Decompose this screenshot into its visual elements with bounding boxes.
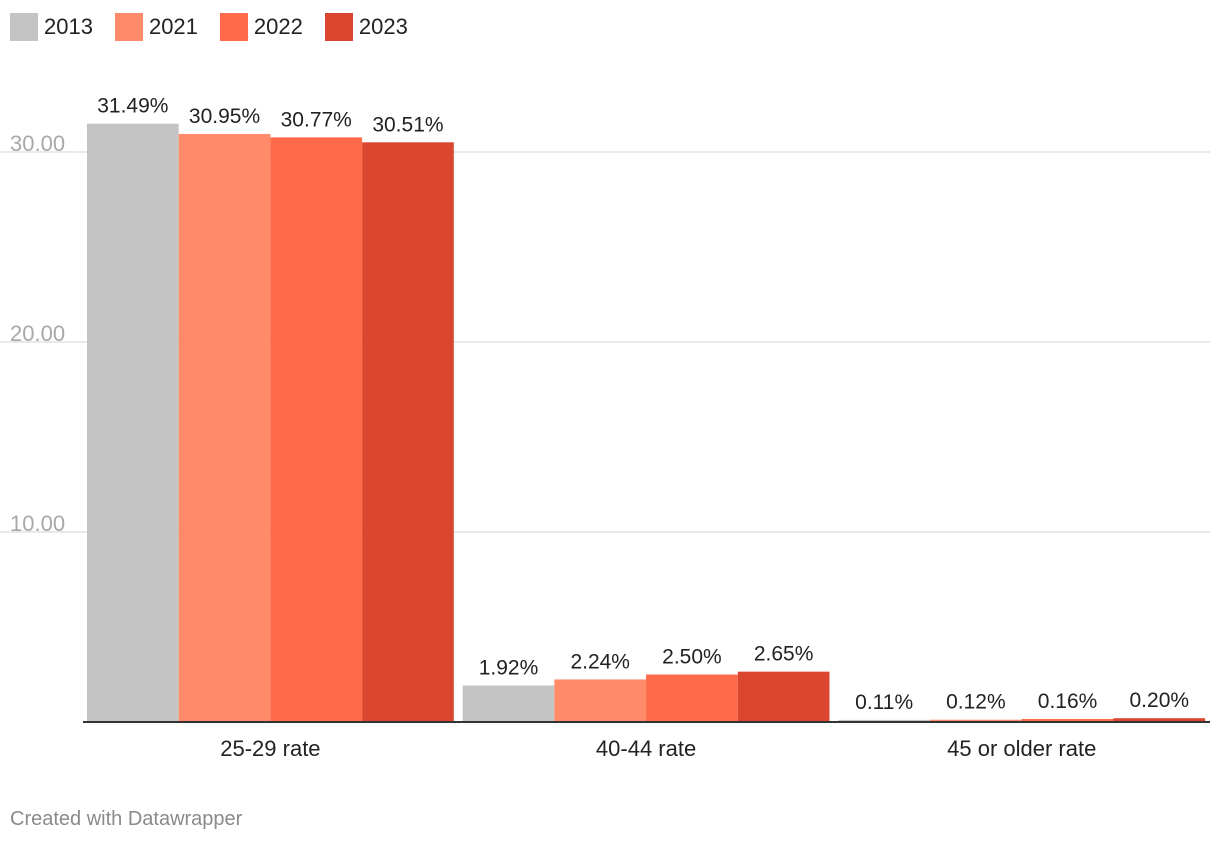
legend-swatch [324, 13, 353, 41]
legend-label: 2023 [358, 14, 408, 39]
credit-text: Created with Datawrapper [10, 808, 243, 830]
y-tick-label: 10.00 [10, 511, 65, 536]
bar-2023 [362, 142, 454, 722]
x-category-label: 40-44 rate [596, 736, 696, 761]
data-label: 2.50% [662, 646, 722, 669]
legend-item-2023: 2023 [324, 13, 408, 41]
data-label: 30.77% [281, 108, 352, 131]
x-category-label: 45 or older rate [947, 736, 1096, 761]
legend: 2013 2021 2022 2023 [10, 13, 408, 41]
bar-2021 [178, 133, 271, 722]
data-label: 1.92% [479, 657, 539, 680]
data-label: 0.16% [1038, 690, 1098, 713]
y-tick-label: 20.00 [10, 321, 65, 346]
legend-label: 2013 [44, 14, 93, 39]
y-tick-label: 30.00 [10, 131, 65, 156]
legend-swatch [10, 13, 38, 41]
data-label: 0.12% [946, 691, 1006, 714]
data-label: 30.51% [372, 113, 443, 136]
bar-2022 [1021, 718, 1114, 722]
legend-swatch [114, 13, 143, 41]
data-label: 31.49% [97, 95, 168, 118]
bar-2021 [930, 719, 1022, 722]
data-label: 30.95% [189, 105, 260, 128]
data-label: 0.11% [855, 691, 913, 714]
bar-2022 [646, 674, 738, 722]
data-label: 0.20% [1130, 689, 1190, 712]
bar-2013 [87, 123, 179, 722]
legend-item-2022: 2022 [219, 13, 303, 41]
legend-label: 2021 [148, 14, 198, 39]
bar-2022 [270, 137, 363, 722]
data-label: 2.24% [570, 650, 630, 673]
legend-swatch [219, 13, 248, 41]
bar-2023 [1113, 718, 1206, 722]
data-label: 2.65% [754, 643, 814, 666]
legend-item-2013: 2013 [10, 13, 93, 41]
legend-item-2021: 2021 [114, 13, 198, 41]
bar-2021 [554, 679, 647, 722]
bar-2013 [462, 685, 555, 722]
bar-2023 [737, 671, 830, 722]
bar-2013 [838, 719, 931, 722]
x-category-label: 25-29 rate [220, 736, 320, 761]
legend-label: 2022 [253, 14, 303, 39]
